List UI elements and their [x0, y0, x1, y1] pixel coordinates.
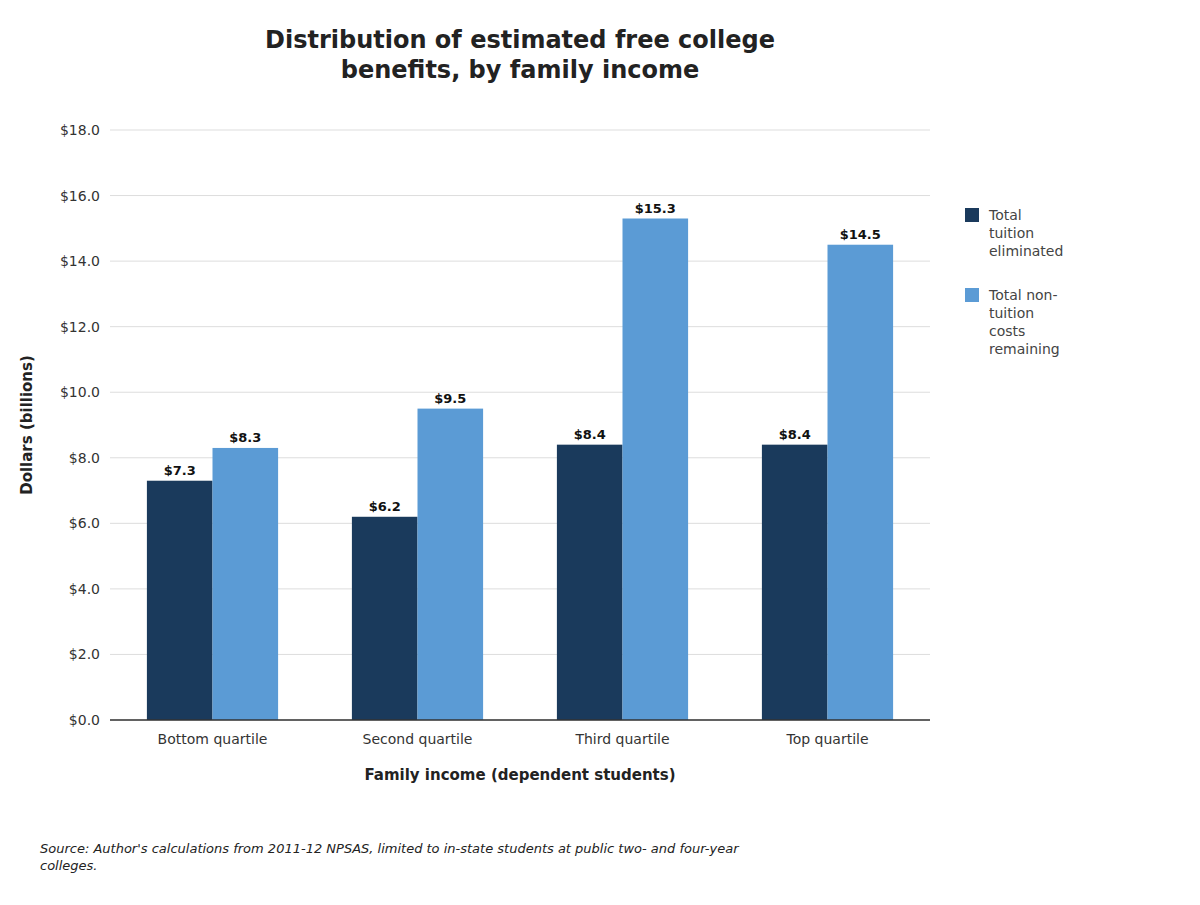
data-label: $7.3: [164, 463, 196, 478]
y-tick-label: $8.0: [69, 450, 100, 466]
bar: [418, 409, 484, 720]
legend-entry: Total tuition eliminated: [988, 207, 1063, 259]
annotation: Source: Author's calculations from 2011-…: [40, 841, 740, 873]
data-label: $6.2: [369, 499, 401, 514]
x-tick-label: Top quartile: [785, 731, 868, 747]
x-axis-line: [110, 719, 930, 721]
bars: [147, 219, 893, 721]
y-tick-label: $16.0: [60, 188, 100, 204]
bar: [623, 219, 689, 721]
grid-line: [110, 392, 930, 393]
bar: [213, 448, 279, 720]
data-label: $14.5: [840, 227, 881, 242]
grid-line: [110, 130, 930, 131]
data-labels: $7.3 $6.2 $8.4 $8.4 $8.3 $9.5 $15.3 $14.5: [164, 201, 881, 514]
x-axis: Bottom quartile Second quartile Third quar…: [158, 731, 869, 747]
text-line: Distribution of estimated free college: [265, 26, 775, 54]
text-line: eliminated: [989, 243, 1063, 259]
y-tick-label: $0.0: [69, 712, 100, 728]
bar: [147, 481, 213, 720]
y-tick-label: $12.0: [60, 319, 100, 335]
x-tick-label: Second quartile: [363, 731, 473, 747]
legend-entry: Total non-tuition costs remaining: [988, 287, 1060, 357]
text-line: Total non-: [988, 287, 1058, 303]
data-label: $8.4: [779, 427, 811, 442]
text-line: remaining: [989, 341, 1060, 357]
grid-line: [110, 261, 930, 262]
text-line: tuition: [989, 305, 1034, 321]
legend-swatch: [965, 288, 979, 302]
grid-line: [110, 326, 930, 327]
grid-line: [110, 195, 930, 196]
legend: Total tuition eliminated Total non-tuition c…: [965, 207, 1063, 357]
chart: Distribution of estimated free collegebe…: [0, 0, 1200, 905]
y-tick-label: $6.0: [69, 515, 100, 531]
y-tick-label: $4.0: [69, 581, 100, 597]
x-axis-label: Family income (dependent students): [364, 766, 675, 784]
bar: [352, 517, 418, 720]
x-tick-label: Bottom quartile: [158, 731, 268, 747]
y-tick-label: $10.0: [60, 384, 100, 400]
y-tick-label: $18.0: [60, 122, 100, 138]
data-label: $8.3: [229, 430, 261, 445]
data-label: $15.3: [635, 201, 676, 216]
x-tick-label: Third quartile: [574, 731, 669, 747]
bar: [557, 445, 623, 720]
data-label: $9.5: [434, 391, 466, 406]
text-line: costs: [989, 323, 1025, 339]
text-line: tuition: [989, 225, 1034, 241]
text-line: Source: Author's calculations from 2011-…: [40, 841, 740, 856]
bar: [762, 445, 828, 720]
y-tick-label: $2.0: [69, 646, 100, 662]
text-line: Total: [988, 207, 1022, 223]
legend-swatch: [965, 208, 979, 222]
y-tick-label: $14.0: [60, 253, 100, 269]
text-line: benefits, by family income: [341, 56, 699, 84]
y-axis-label: Dollars (billions): [18, 355, 36, 495]
data-label: $8.4: [574, 427, 606, 442]
title: Distribution of estimated free collegebe…: [265, 26, 775, 84]
text-line: colleges.: [40, 858, 97, 873]
grid-line: [110, 720, 930, 721]
y-axis: $0.0 $2.0 $4.0 $6.0 $8.0 $10.0 $12.0 $14.0 $16.0…: [60, 122, 930, 728]
bar: [828, 245, 894, 720]
